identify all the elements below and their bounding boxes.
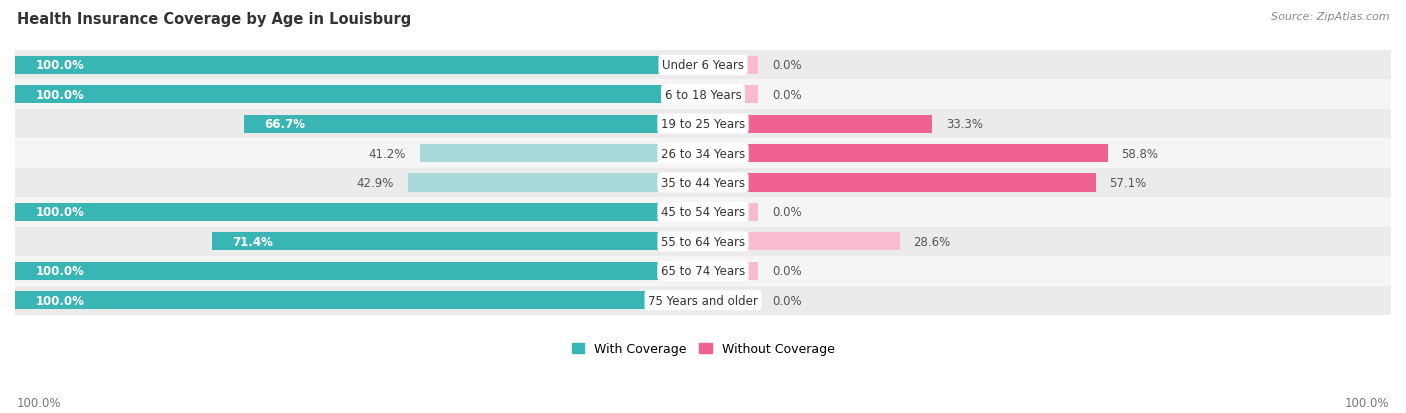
Text: Source: ZipAtlas.com: Source: ZipAtlas.com — [1271, 12, 1389, 22]
Text: 0.0%: 0.0% — [772, 265, 801, 278]
Text: 75 Years and older: 75 Years and older — [648, 294, 758, 307]
Bar — [15, 203, 703, 221]
Bar — [15, 110, 1391, 139]
Bar — [15, 57, 703, 75]
Bar — [703, 174, 1095, 192]
Bar — [703, 57, 758, 75]
Text: 58.8%: 58.8% — [1122, 147, 1159, 160]
Legend: With Coverage, Without Coverage: With Coverage, Without Coverage — [567, 337, 839, 361]
Text: 35 to 44 Years: 35 to 44 Years — [661, 177, 745, 190]
Text: 65 to 74 Years: 65 to 74 Years — [661, 265, 745, 278]
Bar — [703, 203, 758, 221]
Text: 19 to 25 Years: 19 to 25 Years — [661, 118, 745, 131]
Bar — [703, 233, 900, 251]
Text: 45 to 54 Years: 45 to 54 Years — [661, 206, 745, 219]
Bar — [15, 80, 1391, 110]
Text: Health Insurance Coverage by Age in Louisburg: Health Insurance Coverage by Age in Loui… — [17, 12, 411, 27]
Text: 0.0%: 0.0% — [772, 88, 801, 102]
Text: 100.0%: 100.0% — [35, 206, 84, 219]
Bar — [703, 145, 1108, 163]
Text: 26 to 34 Years: 26 to 34 Years — [661, 147, 745, 160]
Text: Under 6 Years: Under 6 Years — [662, 59, 744, 72]
Bar — [15, 86, 703, 104]
Bar — [15, 169, 1391, 198]
Text: 100.0%: 100.0% — [1344, 396, 1389, 409]
Bar — [703, 292, 758, 310]
Bar — [408, 174, 703, 192]
Text: 66.7%: 66.7% — [264, 118, 305, 131]
Text: 0.0%: 0.0% — [772, 206, 801, 219]
Bar — [212, 233, 703, 251]
Bar — [703, 86, 758, 104]
Bar — [419, 145, 703, 163]
Text: 42.9%: 42.9% — [357, 177, 394, 190]
Text: 33.3%: 33.3% — [946, 118, 983, 131]
Bar — [15, 262, 703, 280]
Bar — [703, 115, 932, 133]
Bar — [15, 292, 703, 310]
Bar — [15, 139, 1391, 169]
Text: 100.0%: 100.0% — [35, 294, 84, 307]
Text: 55 to 64 Years: 55 to 64 Years — [661, 235, 745, 248]
Text: 100.0%: 100.0% — [35, 59, 84, 72]
Text: 100.0%: 100.0% — [35, 88, 84, 102]
Text: 71.4%: 71.4% — [232, 235, 273, 248]
Bar — [245, 115, 703, 133]
Bar — [703, 262, 758, 280]
Text: 6 to 18 Years: 6 to 18 Years — [665, 88, 741, 102]
Bar — [15, 198, 1391, 227]
Text: 28.6%: 28.6% — [914, 235, 950, 248]
Text: 100.0%: 100.0% — [35, 265, 84, 278]
Text: 0.0%: 0.0% — [772, 59, 801, 72]
Bar — [15, 51, 1391, 80]
Text: 57.1%: 57.1% — [1109, 177, 1147, 190]
Text: 0.0%: 0.0% — [772, 294, 801, 307]
Bar — [15, 227, 1391, 256]
Text: 100.0%: 100.0% — [17, 396, 62, 409]
Text: 41.2%: 41.2% — [368, 147, 406, 160]
Bar — [15, 256, 1391, 286]
Bar — [15, 286, 1391, 315]
